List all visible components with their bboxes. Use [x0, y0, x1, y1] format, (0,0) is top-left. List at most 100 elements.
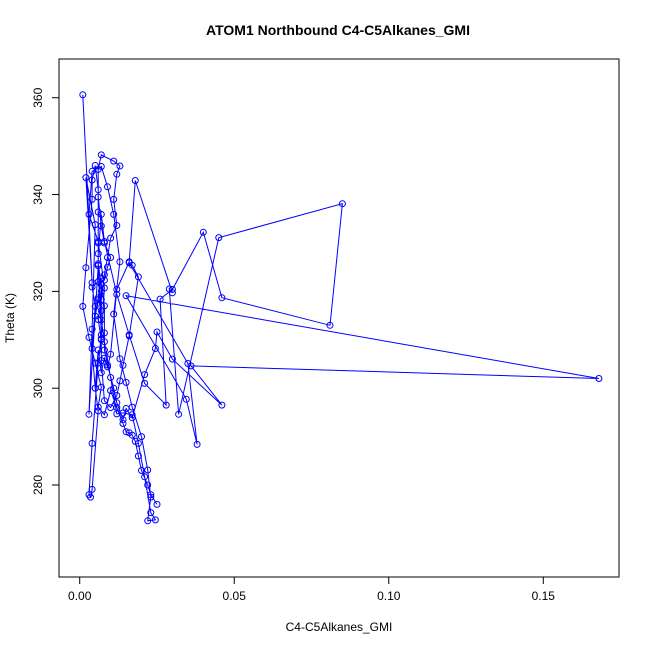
data-point [125, 332, 133, 340]
data-point [91, 302, 99, 310]
data-point [113, 170, 121, 178]
y-tick-label: 320 [31, 281, 45, 301]
data-point [141, 473, 149, 481]
data-point [153, 328, 161, 336]
data-point [79, 302, 87, 310]
data-point [79, 91, 87, 99]
data-point [131, 177, 139, 184]
data-point [147, 493, 155, 501]
data-point [122, 378, 130, 386]
data-point [151, 345, 159, 352]
data-point [107, 254, 115, 261]
data-point [595, 375, 603, 382]
data-point [128, 431, 136, 439]
data-point [147, 509, 155, 517]
data-point [94, 316, 102, 323]
data-point [91, 162, 99, 169]
data-point [88, 195, 96, 203]
data-point [131, 437, 139, 445]
data-point [88, 167, 96, 175]
data-point [110, 310, 118, 318]
data-point [100, 411, 108, 419]
chart-title: ATOM1 Northbound C4-C5Alkanes_GMI [206, 22, 470, 38]
series-group [79, 91, 603, 525]
data-point [88, 283, 96, 291]
data-point [110, 157, 118, 165]
y-tick-label: 300 [31, 378, 45, 398]
data-point [128, 414, 136, 422]
data-point [100, 346, 108, 354]
data-point [104, 263, 111, 271]
data-point [134, 452, 142, 460]
data-point [122, 405, 130, 412]
data-point [85, 210, 93, 218]
data-point [88, 325, 96, 333]
data-point [107, 387, 115, 395]
data-point [168, 285, 176, 293]
data-point [138, 467, 145, 474]
data-point [97, 281, 105, 289]
data-point [85, 410, 93, 418]
x-tick-label: 0.15 [532, 589, 556, 603]
data-point [82, 174, 90, 182]
data-point [94, 193, 102, 201]
data-point [113, 399, 121, 407]
data-point [91, 359, 99, 367]
data-point [97, 296, 105, 304]
data-point [138, 433, 145, 441]
data-point [116, 355, 124, 363]
data-point [168, 355, 176, 363]
data-point [82, 264, 90, 272]
data-point [97, 383, 105, 391]
data-point [97, 316, 105, 324]
data-point [87, 493, 94, 501]
data-point [107, 374, 115, 381]
data-point [88, 485, 96, 493]
x-tick-label: 0.05 [223, 589, 247, 603]
data-point [128, 411, 136, 419]
data-point [218, 294, 226, 302]
data-point [97, 357, 105, 365]
data-point [94, 208, 102, 216]
series-line [82, 94, 599, 522]
data-point [175, 410, 183, 418]
data-point [94, 250, 102, 258]
data-point [97, 307, 105, 315]
data-point [107, 234, 115, 242]
plot-frame [58, 58, 620, 578]
data-point [94, 296, 102, 304]
data-point [94, 403, 102, 411]
data-point [119, 420, 127, 427]
data-point [119, 361, 127, 369]
data-point [113, 222, 121, 229]
data-point [113, 285, 121, 293]
data-point [151, 516, 159, 524]
data-point [97, 336, 105, 344]
data-point [88, 345, 96, 352]
data-point [104, 254, 111, 261]
data-point [144, 517, 152, 525]
x-tick-label: 0.10 [377, 589, 401, 603]
data-point [113, 404, 121, 412]
data-point [215, 234, 223, 242]
data-point [97, 222, 105, 230]
data-point [116, 258, 124, 266]
data-point [85, 333, 93, 341]
data-point [122, 292, 130, 300]
data-point [94, 260, 102, 268]
data-point [94, 407, 102, 415]
data-point [141, 379, 149, 387]
data-point [97, 287, 105, 295]
data-point [187, 362, 195, 370]
data-point [88, 176, 96, 184]
data-point [153, 500, 161, 508]
y-axis-label: Theta (K) [3, 293, 17, 343]
data-point [100, 397, 108, 405]
data-point [193, 440, 201, 448]
data-point [104, 361, 111, 369]
y-tick-label: 360 [31, 87, 45, 107]
data-point [97, 369, 105, 377]
data-point [100, 329, 108, 337]
data-point [100, 302, 108, 310]
data-point [116, 162, 124, 170]
